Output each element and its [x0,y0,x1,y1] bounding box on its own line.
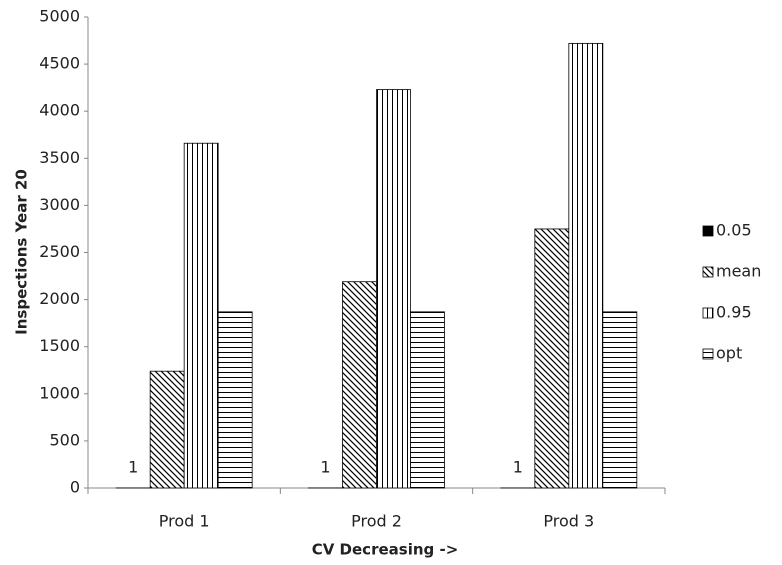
bar [217,311,253,489]
bar [342,281,377,489]
legend-label: mean [716,262,761,281]
bar [149,370,185,489]
y-tick-label: 500 [49,430,80,449]
y-tick-label: 2500 [39,242,80,261]
y-tick-label: 4000 [39,101,80,120]
data-label: 1 [513,457,523,476]
y-tick-label: 1500 [39,336,80,355]
legend-label: opt [716,344,742,363]
bar [376,89,411,489]
y-tick-label: 0 [70,478,80,497]
bar [183,142,219,489]
legend-label: 0.95 [716,303,752,322]
y-tick-label: 4500 [39,54,80,73]
y-tick-label: 3500 [39,148,80,167]
x-tick-label: Prod 3 [543,512,594,531]
data-label: 1 [128,457,138,476]
y-tick-label: 1000 [39,383,80,402]
data-label: 1 [320,457,330,476]
y-tick-label: 2000 [39,289,80,308]
bar [534,228,570,489]
bar [568,42,604,489]
y-axis-title: Inspections Year 20 [13,169,31,335]
y-tick-label: 5000 [39,7,80,26]
bar [410,311,445,489]
legend-swatch [702,348,714,360]
legend-swatch [702,266,714,278]
bar [602,311,638,489]
legend-swatch [702,307,714,319]
x-tick-label: Prod 2 [351,512,402,531]
x-tick-label: Prod 1 [159,512,210,531]
x-axis-title: CV Decreasing -> [312,541,459,559]
legend-swatch [702,225,714,237]
legend-label: 0.05 [716,221,752,240]
y-tick-label: 3000 [39,195,80,214]
